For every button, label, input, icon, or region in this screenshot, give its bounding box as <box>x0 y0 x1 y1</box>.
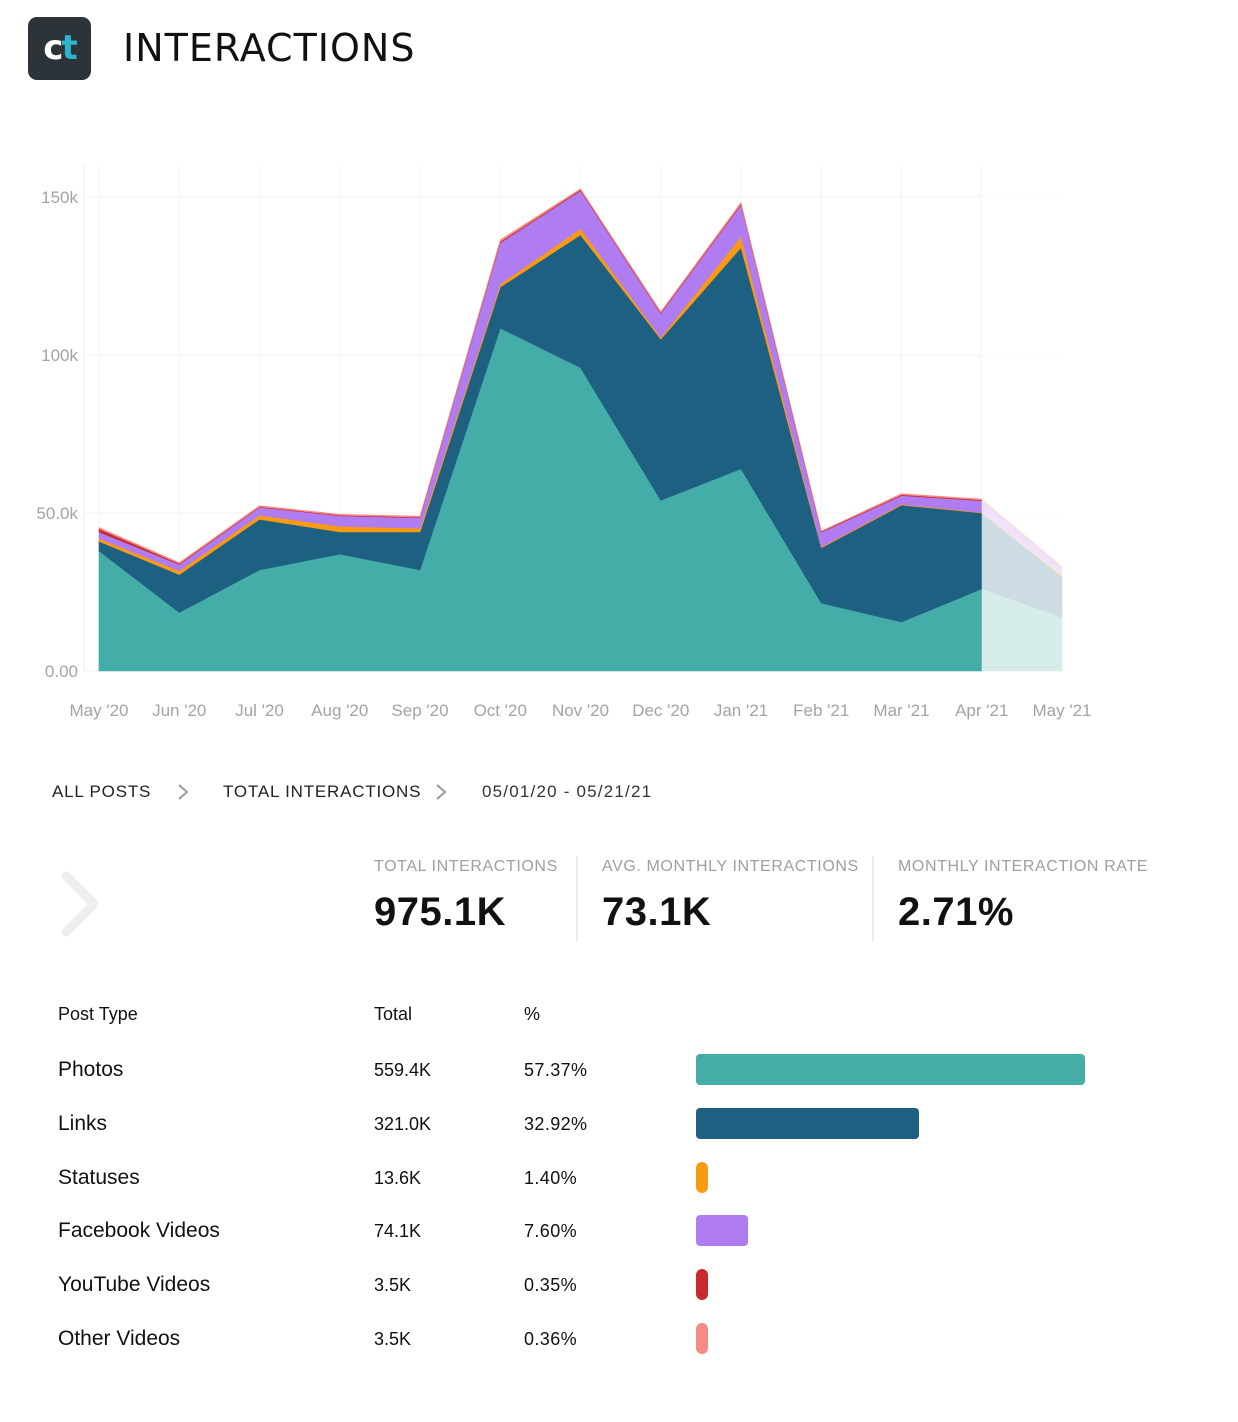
y-tick-label: 100k <box>41 346 78 365</box>
share-bar-statuses <box>696 1162 708 1193</box>
share-bar-youtube-videos <box>696 1269 708 1300</box>
y-axis-ticks: 0.00 50.0k 100k 150k <box>36 188 78 681</box>
breadcrumb-all-posts[interactable]: ALL POSTS <box>52 782 152 801</box>
post-type-name: Facebook Videos <box>58 1219 220 1242</box>
x-axis-ticks: May '20 Jun '20 Jul '20 Aug '20 Sep '20 Oct '… <box>70 701 1092 720</box>
chart-areas <box>98 188 1063 672</box>
x-tick-label: Apr '21 <box>955 701 1008 720</box>
interactions-area-chart: 0.00 50.0k 100k 150k May '20 Jun '20 Jul '20 A… <box>36 166 1092 720</box>
x-tick-label: Oct '20 <box>474 701 527 720</box>
page-title: INTERACTIONS <box>123 26 416 70</box>
x-tick-label: Jan '21 <box>714 701 768 720</box>
stat-label: MONTHLY INTERACTION RATE <box>898 858 1148 875</box>
post-type-percent: 0.36% <box>524 1329 578 1349</box>
x-tick-label: Aug '20 <box>311 701 368 720</box>
post-type-total: 559.4K <box>374 1060 432 1080</box>
column-header-percent: % <box>524 1004 541 1024</box>
y-tick-label: 50.0k <box>36 504 78 523</box>
post-type-name: Statuses <box>58 1166 140 1189</box>
table-row: Photos 559.4K 57.37% <box>0 1050 1238 1090</box>
post-type-percent: 1.40% <box>524 1168 578 1188</box>
chevron-right-icon[interactable] <box>56 868 106 940</box>
table-row: Links 321.0K 32.92% <box>0 1104 1238 1144</box>
x-tick-label: Jun '20 <box>152 701 206 720</box>
x-tick-label: Sep '20 <box>391 701 448 720</box>
stat-avg-monthly-interactions: AVG. MONTHLY INTERACTIONS 73.1K <box>602 858 859 935</box>
logo-letter-c: c <box>43 28 63 68</box>
breadcrumb-date-range[interactable]: 05/01/20 - 05/21/21 <box>482 782 653 801</box>
post-type-total: 74.1K <box>374 1221 422 1241</box>
stat-label: TOTAL INTERACTIONS <box>374 858 558 875</box>
x-tick-label: Nov '20 <box>552 701 609 720</box>
table-row: Facebook Videos 74.1K 7.60% <box>0 1211 1238 1251</box>
post-type-name: Links <box>58 1112 108 1135</box>
stat-monthly-interaction-rate: MONTHLY INTERACTION RATE 2.71% <box>898 858 1148 935</box>
post-type-name: Other Videos <box>58 1327 181 1350</box>
stat-value: 73.1K <box>602 890 712 934</box>
post-type-total: 3.5K <box>374 1275 412 1295</box>
stat-divider <box>872 856 874 942</box>
post-type-total: 3.5K <box>374 1329 412 1349</box>
table-row: YouTube Videos 3.5K 0.35% <box>0 1265 1238 1305</box>
post-type-total: 321.0K <box>374 1114 432 1134</box>
partial-period-mask <box>981 166 1064 672</box>
y-tick-label: 150k <box>41 188 78 207</box>
stat-divider <box>576 856 578 942</box>
logo-letter-t: t <box>61 28 77 68</box>
share-bar-links <box>696 1108 919 1139</box>
x-tick-label: May '21 <box>1033 701 1092 720</box>
share-bar-facebook-videos <box>696 1215 748 1246</box>
x-tick-label: May '20 <box>70 701 129 720</box>
x-tick-label: Mar '21 <box>873 701 929 720</box>
table-row: Other Videos 3.5K 0.36% <box>0 1319 1238 1359</box>
column-header-total: Total <box>374 1004 413 1024</box>
stat-value: 975.1K <box>374 890 506 934</box>
post-type-percent: 57.37% <box>524 1060 588 1080</box>
chevron-right-icon <box>436 784 447 800</box>
x-tick-label: Feb '21 <box>793 701 849 720</box>
stat-total-interactions: TOTAL INTERACTIONS 975.1K <box>374 858 558 935</box>
breadcrumb-total-interactions[interactable]: TOTAL INTERACTIONS <box>223 782 422 801</box>
chevron-right-icon <box>178 784 189 800</box>
x-tick-label: Dec '20 <box>632 701 689 720</box>
partial-period-overlay <box>981 166 1064 672</box>
post-type-name: Photos <box>58 1058 124 1081</box>
x-tick-label: Jul '20 <box>235 701 284 720</box>
post-type-name: YouTube Videos <box>58 1273 211 1296</box>
share-bar-photos <box>696 1054 1085 1085</box>
post-type-percent: 7.60% <box>524 1221 578 1241</box>
column-header-post-type: Post Type <box>58 1004 138 1024</box>
stat-value: 2.71% <box>898 890 1014 934</box>
post-type-total: 13.6K <box>374 1168 422 1188</box>
table-row: Statuses 13.6K 1.40% <box>0 1158 1238 1198</box>
post-type-percent: 32.92% <box>524 1114 588 1134</box>
breadcrumb: ALL POSTS TOTAL INTERACTIONS 05/01/20 - … <box>0 782 1238 806</box>
y-tick-label: 0.00 <box>45 662 78 681</box>
post-type-percent: 0.35% <box>524 1275 578 1295</box>
share-bar-other-videos <box>696 1323 708 1354</box>
stat-label: AVG. MONTHLY INTERACTIONS <box>602 858 859 875</box>
